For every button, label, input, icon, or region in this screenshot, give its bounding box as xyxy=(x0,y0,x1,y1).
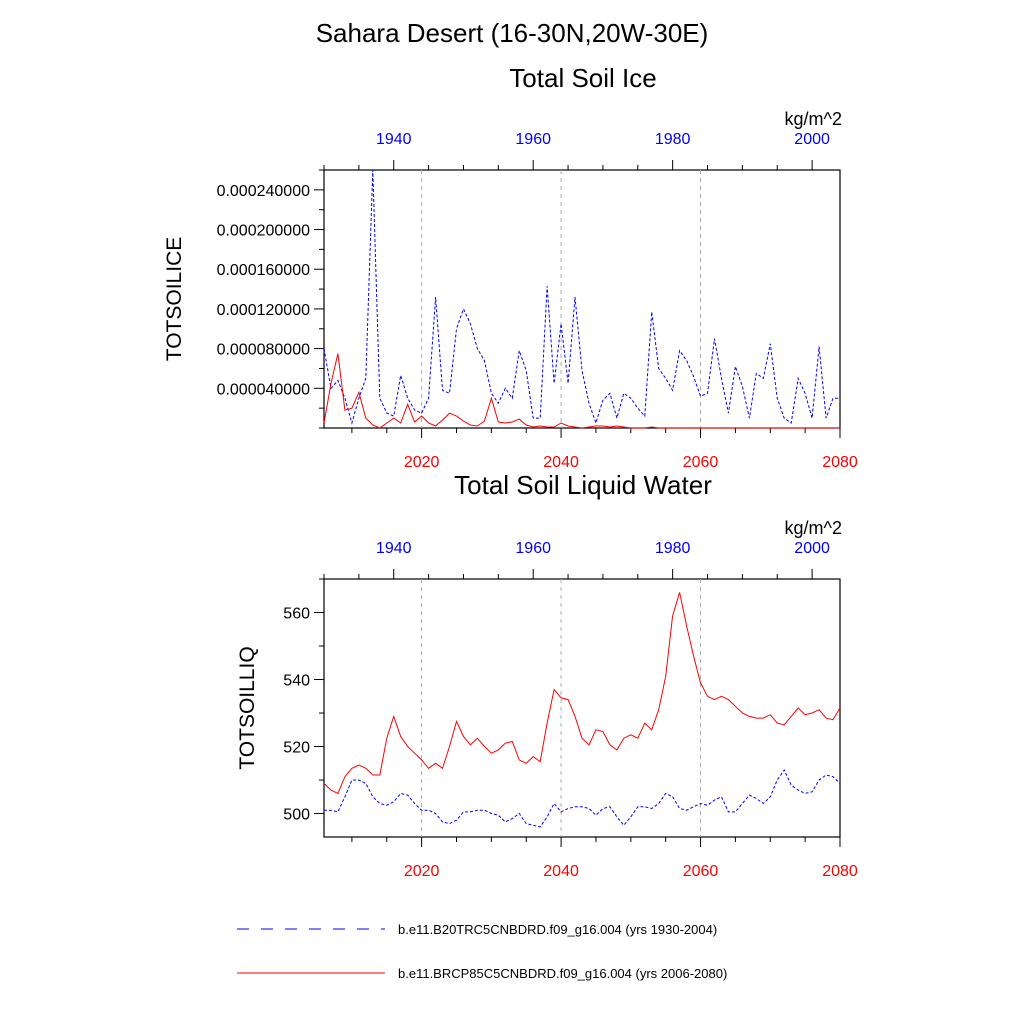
legend-label-future: b.e11.BRCP85C5CNBDRD.f09_g16.004 (yrs 20… xyxy=(398,966,727,981)
y-axis-label: TOTSOILICE xyxy=(163,237,186,361)
units-label: kg/m^2 xyxy=(785,518,842,538)
panel-title: Total Soil Ice xyxy=(509,63,656,93)
top-tick-label: 2000 xyxy=(794,131,830,148)
y-tick-label: 0.000200000 xyxy=(217,223,311,240)
legend-label-historical: b.e11.B20TRC5CNBDRD.f09_g16.004 (yrs 193… xyxy=(398,922,717,937)
y-tick-label: 0.000240000 xyxy=(217,183,311,200)
y-tick-label: 500 xyxy=(283,807,310,824)
top-tick-label: 1980 xyxy=(655,540,691,557)
y-tick-label: 520 xyxy=(283,740,310,757)
y-tick-label: 0.000160000 xyxy=(217,262,311,279)
bottom-tick-label: 2040 xyxy=(543,454,579,471)
series-line-future xyxy=(323,353,840,429)
y-tick-label: 0.000080000 xyxy=(217,342,311,359)
bottom-tick-label: 2080 xyxy=(822,863,858,880)
bottom-tick-label: 2080 xyxy=(822,454,858,471)
plot-frame xyxy=(323,578,841,838)
series-line-historical xyxy=(324,769,841,828)
plot-frame xyxy=(323,169,841,429)
panel-title: Total Soil Liquid Water xyxy=(454,470,712,500)
units-label: kg/m^2 xyxy=(785,109,842,129)
bottom-tick-label: 2040 xyxy=(543,863,579,880)
y-tick-label: 540 xyxy=(283,673,310,690)
bottom-tick-label: 2060 xyxy=(683,863,719,880)
series-line-future xyxy=(323,592,841,795)
main-title: Sahara Desert (16-30N,20W-30E) xyxy=(316,18,709,48)
legend: b.e11.B20TRC5CNBDRD.f09_g16.004 (yrs 193… xyxy=(237,922,727,981)
bottom-tick-label: 2020 xyxy=(404,863,440,880)
top-tick-label: 1940 xyxy=(376,131,412,148)
bottom-tick-label: 2060 xyxy=(683,454,719,471)
bottom-tick-label: 2020 xyxy=(404,454,440,471)
y-tick-label: 0.000040000 xyxy=(217,381,311,398)
series-line-historical xyxy=(323,169,840,425)
top-tick-label: 1980 xyxy=(655,131,691,148)
top-tick-label: 1960 xyxy=(515,131,551,148)
panel-total-soil-ice: Total Soil Ice kg/m^2 TOTSOILICE 0.00004… xyxy=(163,63,858,471)
panel-total-soil-liquid-water: Total Soil Liquid Water kg/m^2 TOTSOILLI… xyxy=(236,470,858,880)
y-axis-label: TOTSOILLIQ xyxy=(236,646,259,769)
top-tick-label: 2000 xyxy=(794,540,830,557)
y-tick-label: 0.000120000 xyxy=(217,302,311,319)
y-tick-label: 560 xyxy=(283,606,310,623)
top-tick-label: 1940 xyxy=(376,540,412,557)
top-tick-label: 1960 xyxy=(515,540,551,557)
